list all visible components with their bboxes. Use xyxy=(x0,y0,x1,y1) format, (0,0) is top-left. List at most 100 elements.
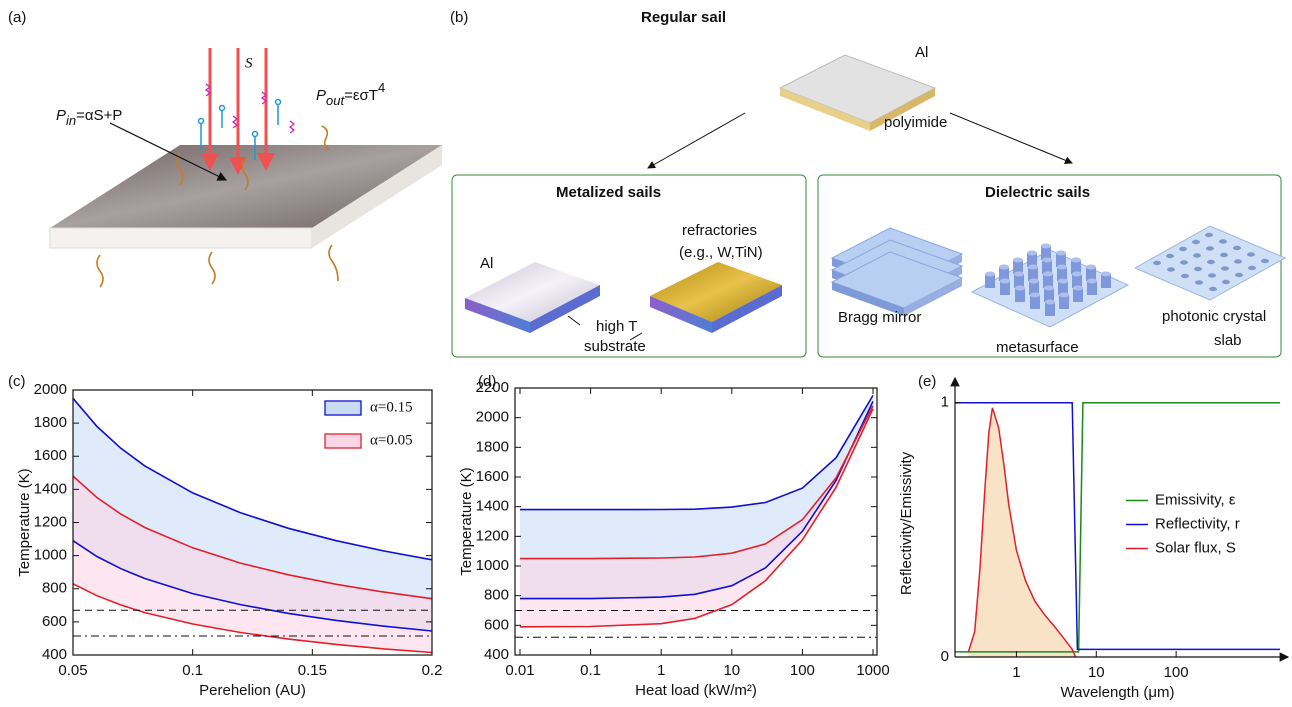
legend-swatch xyxy=(325,434,361,448)
symbol: P xyxy=(56,107,66,124)
al-label: Al xyxy=(480,255,493,272)
y-tick-label: 600 xyxy=(42,613,67,630)
y-tick-label: 400 xyxy=(484,646,509,663)
x-axis-title: Perehelion (AU) xyxy=(199,682,306,699)
pillar-top xyxy=(1101,272,1111,277)
regular-sail xyxy=(780,55,935,123)
hole xyxy=(1153,261,1161,265)
y-tick-label: 1000 xyxy=(34,547,67,564)
panel-label: (a) xyxy=(8,9,26,26)
x-axis-title: Wavelength (μm) xyxy=(1061,684,1175,701)
pillar-top xyxy=(985,272,995,277)
y-tick-label: 1800 xyxy=(476,438,509,455)
y-tick-label: 1200 xyxy=(476,527,509,544)
y-tick-label: 800 xyxy=(484,587,509,604)
hole xyxy=(1179,247,1187,251)
y-tick-label: 1000 xyxy=(476,557,509,574)
x-tick-label: 0.15 xyxy=(298,662,327,679)
y-tick-label: 1600 xyxy=(34,447,67,464)
panel-label: (e) xyxy=(918,373,936,390)
polyimide-label: polyimide xyxy=(884,114,947,131)
y-tick-label: 400 xyxy=(42,646,67,663)
photonic-label: photonic crystal xyxy=(1162,308,1266,325)
bragg-label: Bragg mirror xyxy=(838,309,921,326)
y-axis-title: Temperature (K) xyxy=(458,467,475,575)
pillar-top xyxy=(1000,279,1010,284)
x-tick-label: 0.2 xyxy=(422,662,443,679)
area xyxy=(968,408,1075,657)
y-tick-label: 0 xyxy=(941,648,949,665)
y-axis-title: Temperature (K) xyxy=(16,468,33,576)
hole xyxy=(1166,254,1174,258)
x-tick-label: 0.1 xyxy=(580,662,601,679)
hole xyxy=(1193,253,1201,257)
legend-label: Reflectivity, r xyxy=(1155,515,1240,532)
y-axis-title: Reflectivity/Emissivity xyxy=(898,451,915,595)
arrow xyxy=(950,113,1072,163)
pillar-top xyxy=(1013,258,1023,263)
substrate-label: substrate xyxy=(584,338,646,355)
x-tick-label: 0.01 xyxy=(505,662,534,679)
x-tick-label: 1 xyxy=(1012,664,1020,681)
y-tick-label: 1600 xyxy=(476,468,509,485)
hole xyxy=(1261,259,1269,263)
hole xyxy=(1195,280,1203,284)
subscript: out xyxy=(326,93,345,108)
pillar-top xyxy=(1045,300,1055,305)
pillar-top xyxy=(1014,272,1024,277)
hole xyxy=(1192,240,1200,244)
pillar-top xyxy=(1058,279,1068,284)
pillar-top xyxy=(1086,265,1096,270)
hole xyxy=(1209,287,1217,291)
pillar-top xyxy=(999,265,1009,270)
hole xyxy=(1234,259,1242,263)
pillar-top xyxy=(1043,272,1053,277)
bragg-mirror xyxy=(832,228,962,316)
x-tick-label: 10 xyxy=(723,662,740,679)
panel-label: (b) xyxy=(450,9,468,26)
y-tick-label: 1400 xyxy=(476,498,509,515)
al-label: Al xyxy=(915,44,928,61)
figure: (a) S Pin=αS+P Pout=εσT4 (b) Regular sai… xyxy=(0,0,1292,707)
photonic-slab xyxy=(1135,226,1285,300)
y-tick-label: 800 xyxy=(42,580,67,597)
y-tick-label: 1 xyxy=(941,394,949,411)
pillar-top xyxy=(1041,244,1051,249)
pillar-top xyxy=(1015,286,1025,291)
pillar-top xyxy=(1042,258,1052,263)
x-tick-label: 10 xyxy=(1088,664,1105,681)
x-tick-label: 0.05 xyxy=(58,662,87,679)
y-tick-label: 600 xyxy=(484,616,509,633)
hole xyxy=(1235,273,1243,277)
x-tick-label: 100 xyxy=(1164,664,1189,681)
pillar-top xyxy=(1028,265,1038,270)
y-tick-label: 2200 xyxy=(476,379,509,396)
hole xyxy=(1219,239,1227,243)
pillar-top xyxy=(1030,293,1040,298)
panel-label: (c) xyxy=(8,373,26,390)
legend-label: Emissivity, ε xyxy=(1155,491,1236,508)
pillar-top xyxy=(1029,279,1039,284)
hole xyxy=(1181,274,1189,278)
hole xyxy=(1221,266,1229,270)
page: (a) S Pin=αS+P Pout=εσT4 (b) Regular sai… xyxy=(0,0,1292,707)
legend-swatch xyxy=(325,401,361,415)
metal-title: Metalized sails xyxy=(556,184,661,201)
x-tick-label: 0.1 xyxy=(182,662,203,679)
pillar-top xyxy=(1072,272,1082,277)
expression: =εσT xyxy=(344,87,378,104)
p-in-label: Pin=αS+P xyxy=(56,107,122,128)
y-tick-label: 1800 xyxy=(34,414,67,431)
hole xyxy=(1207,260,1215,264)
legend-label: Solar flux, S xyxy=(1155,539,1236,556)
legend-label: α=0.05 xyxy=(370,432,413,448)
expression: =αS+P xyxy=(76,107,122,124)
superscript: 4 xyxy=(378,80,385,95)
hole xyxy=(1206,246,1214,250)
slab-front xyxy=(50,228,312,248)
y-tick-label: 1200 xyxy=(34,513,67,530)
pillar-top xyxy=(1057,265,1067,270)
x-axis-title: Heat load (kW/m²) xyxy=(635,682,757,699)
dielectric-title: Dielectric sails xyxy=(985,184,1090,201)
metasurface-label: metasurface xyxy=(996,339,1079,356)
